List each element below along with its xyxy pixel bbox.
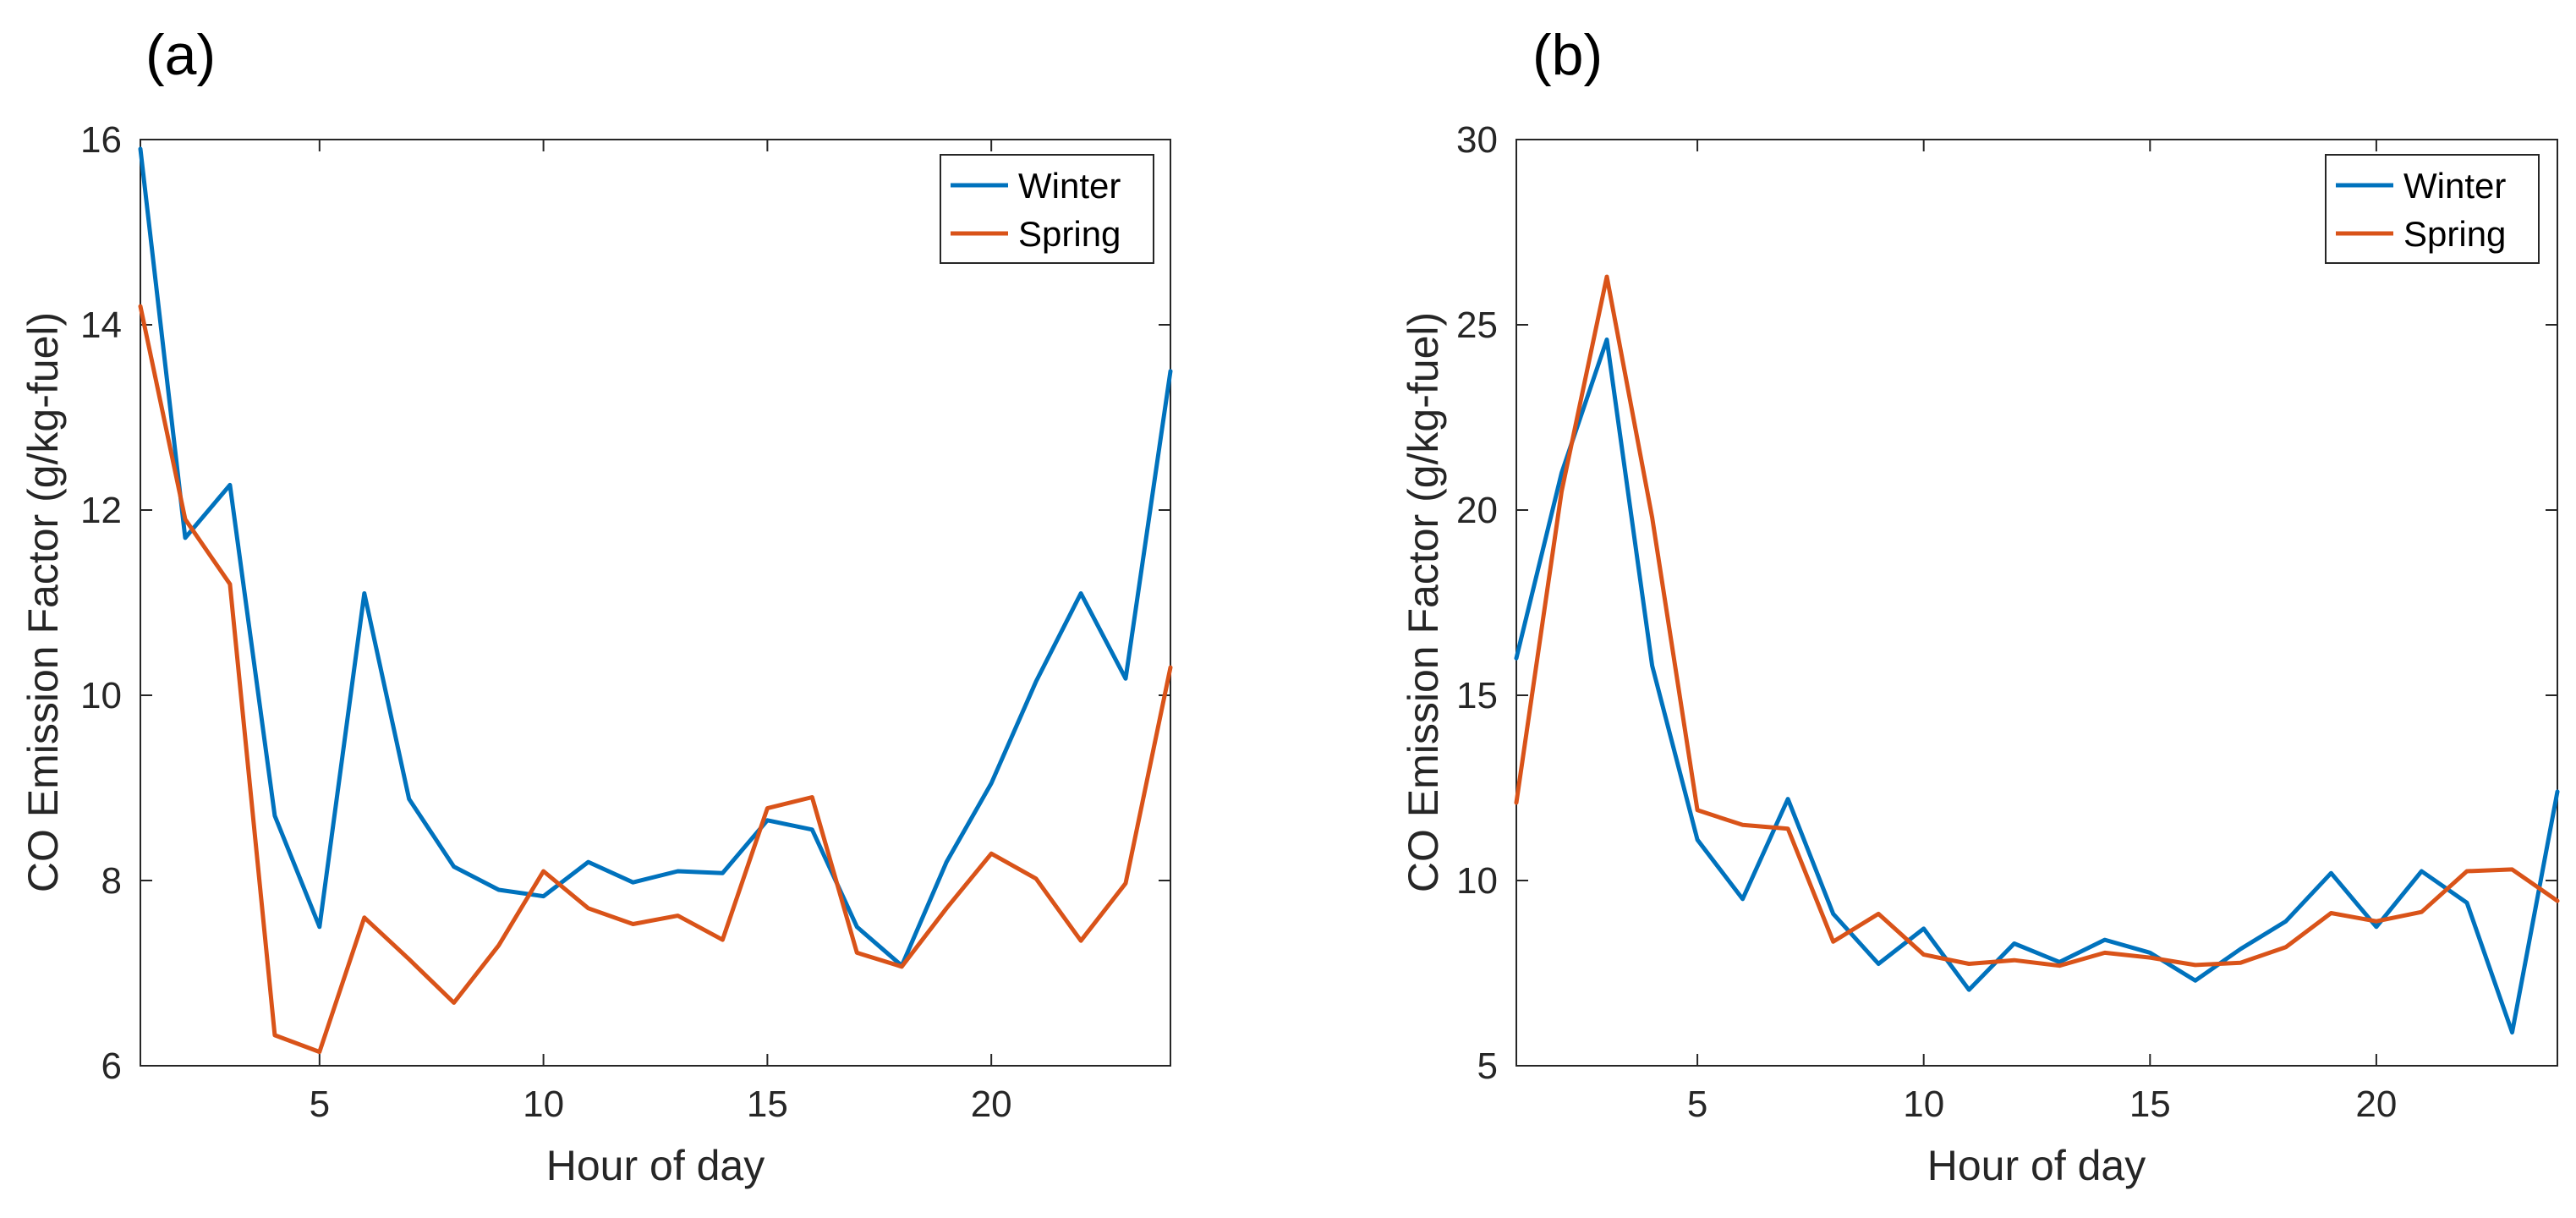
panel-a-x-tick-label: 20	[971, 1084, 1012, 1125]
panel-b-legend-box	[2325, 154, 2540, 264]
panel-a-winter-line	[138, 146, 1173, 968]
panel-a-legend-winter: Winter	[1018, 166, 1121, 206]
panel-a-axes-box	[140, 139, 1171, 1067]
panel-a-y-tick-label: 12	[80, 490, 122, 531]
panel-a-x-tick-label: 5	[310, 1084, 330, 1125]
panel-a-y-axis-label: CO Emission Factor (g/kg-fuel)	[19, 312, 67, 892]
panel-a-x-tick-label: 15	[747, 1084, 788, 1125]
panel-b-x-tick-label: 15	[2129, 1084, 2171, 1125]
panel-b-y-tick-label: 25	[1456, 304, 1498, 346]
panel-a-x-tick-label: 10	[523, 1084, 564, 1125]
panel-a: (a) 5 10 15 20 6 8 10 12 14 16 Hour of day CO Emi…	[19, 23, 1173, 1189]
panel-b-y-tick-label: 30	[1456, 119, 1498, 161]
panel-a-x-axis-label: Hour of day	[546, 1142, 765, 1189]
panel-b-y-tick-label: 5	[1477, 1045, 1498, 1087]
panel-a-legend-spring: Spring	[1018, 214, 1121, 254]
panel-b-winter-line	[1514, 337, 2560, 1035]
panel-a-ticks: 5 10 15 20 6 8 10 12 14 16	[80, 119, 1170, 1125]
panel-b-legend-winter: Winter	[2403, 166, 2506, 206]
panel-b-y-axis-label: CO Emission Factor (g/kg-fuel)	[1400, 312, 1447, 892]
panel-b-x-axis-label: Hour of day	[1927, 1142, 2146, 1189]
panel-b-axes-box	[1515, 139, 2558, 1067]
panel-a-y-tick-label: 10	[80, 675, 122, 716]
panel-a-spring-line	[138, 304, 1173, 1055]
panel-b-y-tick-label: 15	[1456, 675, 1498, 716]
panel-b-spring-line	[1514, 274, 2560, 968]
panel-b-y-tick-label: 10	[1456, 860, 1498, 902]
panel-a-y-tick-label: 16	[80, 119, 122, 161]
panel-b-x-tick-label: 10	[1903, 1084, 1944, 1125]
panel-b-label: (b)	[1532, 23, 1603, 87]
panel-a-legend-box	[940, 154, 1154, 264]
panel-a-y-tick-label: 14	[80, 304, 122, 346]
panel-b-legend: Winter Spring	[2325, 154, 2540, 264]
panel-a-series	[138, 146, 1173, 1055]
panel-a-y-tick-label: 8	[101, 860, 122, 902]
panel-a-y-tick-label: 6	[101, 1045, 122, 1087]
panel-b: (b) 5 10 15 20 5 10 15 20 25 30 Hour of day CO Em…	[1400, 23, 2560, 1189]
panel-a-label: (a)	[145, 23, 216, 87]
panel-b-x-tick-label: 20	[2355, 1084, 2397, 1125]
panel-b-y-tick-label: 20	[1456, 490, 1498, 531]
panel-b-ticks: 5 10 15 20 5 10 15 20 25 30	[1456, 119, 2557, 1125]
panel-b-x-tick-label: 5	[1687, 1084, 1707, 1125]
panel-b-series	[1514, 274, 2560, 1035]
panel-a-legend: Winter Spring	[940, 154, 1154, 264]
panel-b-legend-spring: Spring	[2403, 214, 2506, 254]
